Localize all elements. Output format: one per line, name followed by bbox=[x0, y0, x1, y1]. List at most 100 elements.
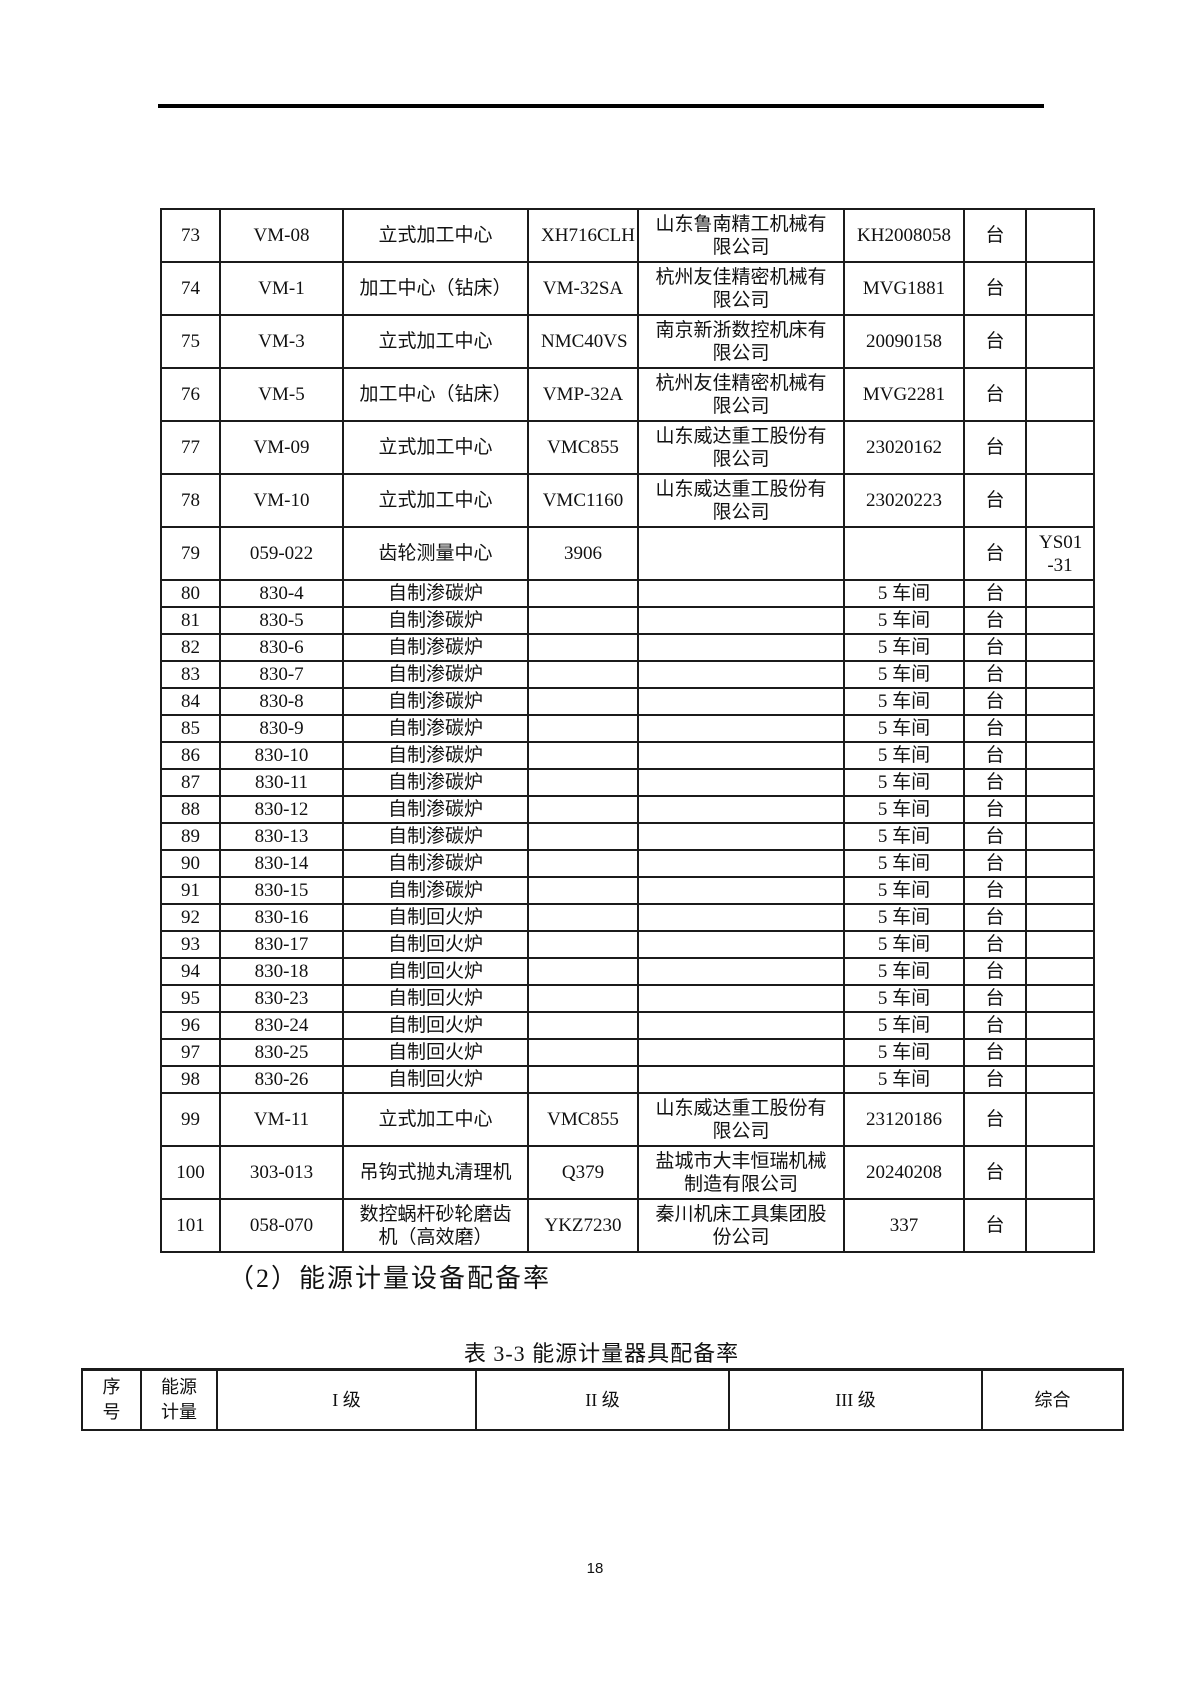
cell-unit: 台 bbox=[963, 526, 1027, 581]
cell-serial-number: 98 bbox=[160, 1065, 221, 1094]
table-row: 81 830-5 自制渗碳炉 5 车间 台 bbox=[160, 606, 1095, 635]
cell-remark bbox=[1025, 849, 1095, 878]
cell-factory-number: 20240208 bbox=[843, 1145, 965, 1200]
cell-model bbox=[527, 660, 639, 689]
cell-equipment-name: 自制渗碳炉 bbox=[342, 876, 529, 905]
cell-serial-number: 93 bbox=[160, 930, 221, 959]
col-level-2: II 级 bbox=[475, 1368, 730, 1431]
cell-unit: 台 bbox=[963, 687, 1027, 716]
cell-remark bbox=[1025, 741, 1095, 770]
table-row: 93 830-17 自制回火炉 5 车间 台 bbox=[160, 930, 1095, 959]
cell-unit: 台 bbox=[963, 1145, 1027, 1200]
cell-serial-number: 95 bbox=[160, 984, 221, 1013]
cell-manufacturer bbox=[637, 1065, 845, 1094]
cell-unit: 台 bbox=[963, 822, 1027, 851]
cell-model: NMC40VS bbox=[527, 314, 639, 369]
cell-remark bbox=[1025, 208, 1095, 263]
cell-factory-number: 5 车间 bbox=[843, 660, 965, 689]
cell-equipment-code: 058-070 bbox=[219, 1198, 344, 1253]
cell-serial-number: 99 bbox=[160, 1092, 221, 1147]
table-row: 74 VM-1 加工中心（钻床） VM-32SA 杭州友佳精密机械有限公司 MV… bbox=[160, 261, 1095, 316]
cell-serial-number: 101 bbox=[160, 1198, 221, 1253]
cell-factory-number: 5 车间 bbox=[843, 633, 965, 662]
cell-model bbox=[527, 687, 639, 716]
cell-manufacturer: 盐城市大丰恒瑞机械制造有限公司 bbox=[637, 1145, 845, 1200]
cell-equipment-code: VM-08 bbox=[219, 208, 344, 263]
cell-factory-number: 23120186 bbox=[843, 1092, 965, 1147]
cell-manufacturer bbox=[637, 849, 845, 878]
cell-factory-number: 5 车间 bbox=[843, 903, 965, 932]
cell-serial-number: 88 bbox=[160, 795, 221, 824]
cell-serial-number: 91 bbox=[160, 876, 221, 905]
cell-equipment-name: 立式加工中心 bbox=[342, 314, 529, 369]
cell-manufacturer: 山东威达重工股份有限公司 bbox=[637, 1092, 845, 1147]
cell-remark bbox=[1025, 606, 1095, 635]
cell-manufacturer bbox=[637, 633, 845, 662]
cell-equipment-name: 自制回火炉 bbox=[342, 903, 529, 932]
cell-manufacturer bbox=[637, 930, 845, 959]
cell-unit: 台 bbox=[963, 1038, 1027, 1067]
cell-serial-number: 84 bbox=[160, 687, 221, 716]
cell-manufacturer: 山东威达重工股份有限公司 bbox=[637, 420, 845, 475]
cell-manufacturer: 山东鲁南精工机械有限公司 bbox=[637, 208, 845, 263]
cell-equipment-name: 自制渗碳炉 bbox=[342, 849, 529, 878]
cell-unit: 台 bbox=[963, 957, 1027, 986]
table-row: 90 830-14 自制渗碳炉 5 车间 台 bbox=[160, 849, 1095, 878]
cell-manufacturer bbox=[637, 741, 845, 770]
cell-remark bbox=[1025, 795, 1095, 824]
cell-remark bbox=[1025, 687, 1095, 716]
cell-unit: 台 bbox=[963, 1092, 1027, 1147]
cell-factory-number: 5 车间 bbox=[843, 1038, 965, 1067]
cell-unit: 台 bbox=[963, 795, 1027, 824]
cell-serial-number: 87 bbox=[160, 768, 221, 797]
cell-remark bbox=[1025, 930, 1095, 959]
cell-model bbox=[527, 984, 639, 1013]
table-row: 87 830-11 自制渗碳炉 5 车间 台 bbox=[160, 768, 1095, 797]
cell-remark bbox=[1025, 473, 1095, 528]
cell-factory-number: 5 车间 bbox=[843, 849, 965, 878]
cell-serial-number: 79 bbox=[160, 526, 221, 581]
table-row: 73 VM-08 立式加工中心 XH716CLH 山东鲁南精工机械有限公司 KH… bbox=[160, 208, 1095, 263]
cell-factory-number: 5 车间 bbox=[843, 795, 965, 824]
table-row: 92 830-16 自制回火炉 5 车间 台 bbox=[160, 903, 1095, 932]
table-row: 99 VM-11 立式加工中心 VMC855 山东威达重工股份有限公司 2312… bbox=[160, 1092, 1095, 1147]
cell-equipment-code: 830-6 bbox=[219, 633, 344, 662]
cell-factory-number: 23020223 bbox=[843, 473, 965, 528]
cell-unit: 台 bbox=[963, 903, 1027, 932]
table-row: 84 830-8 自制渗碳炉 5 车间 台 bbox=[160, 687, 1095, 716]
cell-serial-number: 96 bbox=[160, 1011, 221, 1040]
cell-equipment-name: 自制渗碳炉 bbox=[342, 660, 529, 689]
cell-equipment-code: VM-09 bbox=[219, 420, 344, 475]
cell-remark bbox=[1025, 261, 1095, 316]
cell-equipment-name: 自制回火炉 bbox=[342, 1038, 529, 1067]
cell-serial-number: 76 bbox=[160, 367, 221, 422]
cell-manufacturer bbox=[637, 687, 845, 716]
cell-model bbox=[527, 1065, 639, 1094]
cell-equipment-code: 830-11 bbox=[219, 768, 344, 797]
table-row: 101 058-070 数控蜗杆砂轮磨齿机（高效磨） YKZ7230 秦川机床工… bbox=[160, 1198, 1095, 1253]
page-header-rule bbox=[158, 104, 1044, 108]
cell-model: VMP-32A bbox=[527, 367, 639, 422]
cell-unit: 台 bbox=[963, 606, 1027, 635]
cell-model bbox=[527, 633, 639, 662]
cell-equipment-code: 830-17 bbox=[219, 930, 344, 959]
cell-equipment-name: 自制回火炉 bbox=[342, 1011, 529, 1040]
cell-equipment-code: 830-16 bbox=[219, 903, 344, 932]
cell-manufacturer bbox=[637, 876, 845, 905]
cell-equipment-name: 自制渗碳炉 bbox=[342, 579, 529, 608]
col-index: 序 号 bbox=[81, 1368, 142, 1431]
table-row: 95 830-23 自制回火炉 5 车间 台 bbox=[160, 984, 1095, 1013]
cell-factory-number: 5 车间 bbox=[843, 1011, 965, 1040]
cell-model bbox=[527, 1011, 639, 1040]
col-level-1: I 级 bbox=[216, 1368, 477, 1431]
cell-serial-number: 80 bbox=[160, 579, 221, 608]
cell-unit: 台 bbox=[963, 660, 1027, 689]
equipment-table: 73 VM-08 立式加工中心 XH716CLH 山东鲁南精工机械有限公司 KH… bbox=[160, 208, 1095, 1253]
cell-equipment-code: 830-4 bbox=[219, 579, 344, 608]
cell-equipment-name: 自制渗碳炉 bbox=[342, 687, 529, 716]
cell-remark bbox=[1025, 367, 1095, 422]
cell-equipment-name: 自制渗碳炉 bbox=[342, 633, 529, 662]
table-row: 79 059-022 齿轮测量中心 3906 台 YS01 -31 bbox=[160, 526, 1095, 581]
cell-unit: 台 bbox=[963, 208, 1027, 263]
cell-equipment-code: 830-10 bbox=[219, 741, 344, 770]
